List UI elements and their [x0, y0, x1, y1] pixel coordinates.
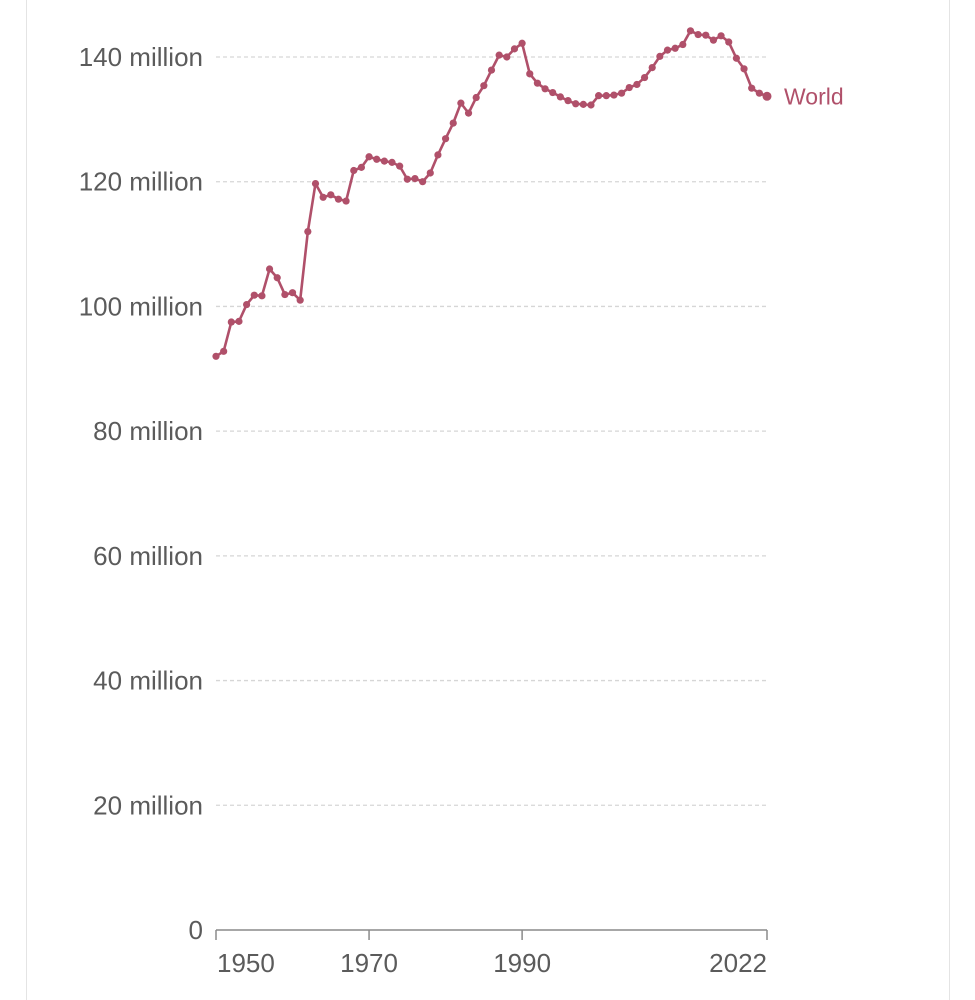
- data-point[interactable]: [602, 92, 610, 100]
- data-point[interactable]: [702, 31, 710, 39]
- data-point[interactable]: [464, 109, 473, 117]
- data-point[interactable]: [625, 83, 633, 92]
- data-point[interactable]: [495, 51, 503, 59]
- data-point[interactable]: [319, 193, 327, 201]
- data-point[interactable]: [541, 85, 549, 93]
- data-point[interactable]: [265, 265, 274, 273]
- series-line[interactable]: [214, 29, 769, 358]
- data-point[interactable]: [388, 158, 396, 166]
- data-point[interactable]: [732, 54, 740, 62]
- data-point[interactable]: [640, 73, 649, 82]
- data-point[interactable]: [419, 178, 427, 186]
- data-point[interactable]: [235, 317, 243, 325]
- y-axis-tick-labels: 0 20 million 40 million 60 million 80 millio…: [79, 42, 203, 945]
- data-point[interactable]: [503, 53, 511, 61]
- data-point[interactable]: [396, 162, 404, 170]
- data-point[interactable]: [258, 292, 266, 300]
- data-point[interactable]: [327, 191, 335, 199]
- data-point[interactable]: [618, 89, 626, 97]
- data-point[interactable]: [762, 91, 772, 101]
- data-point[interactable]: [373, 155, 381, 163]
- x-tick-label: 2022: [709, 948, 767, 978]
- y-tick-label: 100 million: [79, 291, 203, 321]
- data-point[interactable]: [342, 197, 350, 205]
- data-point[interactable]: [709, 36, 718, 44]
- data-point[interactable]: [572, 100, 580, 108]
- data-point[interactable]: [679, 40, 687, 49]
- data-point[interactable]: [633, 80, 641, 89]
- data-point[interactable]: [457, 99, 465, 107]
- data-point[interactable]: [281, 290, 289, 299]
- data-point[interactable]: [350, 166, 358, 175]
- data-point[interactable]: [510, 45, 519, 53]
- data-point[interactable]: [426, 169, 434, 177]
- data-point[interactable]: [740, 65, 748, 73]
- data-point[interactable]: [365, 153, 373, 161]
- data-point[interactable]: [564, 97, 572, 105]
- data-point[interactable]: [686, 27, 695, 35]
- data-point[interactable]: [533, 79, 542, 87]
- data-point[interactable]: [227, 318, 235, 326]
- data-point[interactable]: [610, 91, 618, 99]
- y-tick-label: 80 million: [93, 416, 203, 446]
- data-point[interactable]: [304, 228, 312, 236]
- data-point[interactable]: [518, 39, 526, 47]
- series-labels: World: [784, 83, 844, 109]
- data-point[interactable]: [717, 32, 725, 40]
- data-point[interactable]: [273, 274, 281, 282]
- data-point[interactable]: [755, 89, 763, 97]
- data-point[interactable]: [411, 175, 419, 183]
- data-point[interactable]: [656, 52, 664, 60]
- data-point[interactable]: [472, 93, 480, 102]
- data-point[interactable]: [434, 151, 442, 159]
- y-tick-label: 20 million: [93, 790, 203, 820]
- data-point[interactable]: [480, 82, 488, 90]
- y-tick-label: 0: [189, 915, 203, 945]
- data-point[interactable]: [556, 93, 564, 101]
- data-point[interactable]: [449, 119, 457, 127]
- x-tick-label: 1990: [493, 948, 551, 978]
- data-point[interactable]: [748, 84, 756, 92]
- data-point[interactable]: [671, 44, 679, 52]
- series-world[interactable]: [212, 27, 772, 360]
- data-point[interactable]: [243, 300, 251, 309]
- data-point[interactable]: [311, 179, 320, 188]
- data-point[interactable]: [357, 163, 365, 171]
- x-tick-label: 1950: [217, 948, 275, 978]
- data-point[interactable]: [526, 70, 534, 78]
- data-point[interactable]: [212, 352, 220, 360]
- series-label-world: World: [784, 83, 844, 109]
- y-tick-label: 140 million: [79, 42, 203, 72]
- data-point[interactable]: [441, 135, 450, 143]
- data-point[interactable]: [334, 195, 343, 203]
- x-tick-label: 1970: [340, 948, 398, 978]
- data-point[interactable]: [663, 46, 672, 54]
- data-point[interactable]: [549, 88, 557, 97]
- data-point[interactable]: [403, 175, 411, 183]
- y-tick-label: 120 million: [79, 167, 203, 197]
- data-point[interactable]: [579, 100, 587, 108]
- data-point[interactable]: [725, 38, 733, 46]
- data-point[interactable]: [220, 347, 228, 355]
- data-point[interactable]: [487, 66, 496, 74]
- data-point[interactable]: [288, 289, 297, 297]
- gridlines: [216, 56, 767, 806]
- data-point[interactable]: [648, 64, 656, 72]
- data-point[interactable]: [587, 101, 595, 109]
- x-axis: 1950 1970 1990 2022: [215, 929, 768, 978]
- y-tick-label: 40 million: [93, 666, 203, 696]
- data-point[interactable]: [380, 157, 388, 165]
- data-point[interactable]: [296, 296, 304, 304]
- data-point[interactable]: [595, 92, 603, 100]
- data-point[interactable]: [250, 291, 258, 299]
- data-point[interactable]: [694, 30, 702, 39]
- chart-frame: [26, 0, 950, 1000]
- y-tick-label: 60 million: [93, 541, 203, 571]
